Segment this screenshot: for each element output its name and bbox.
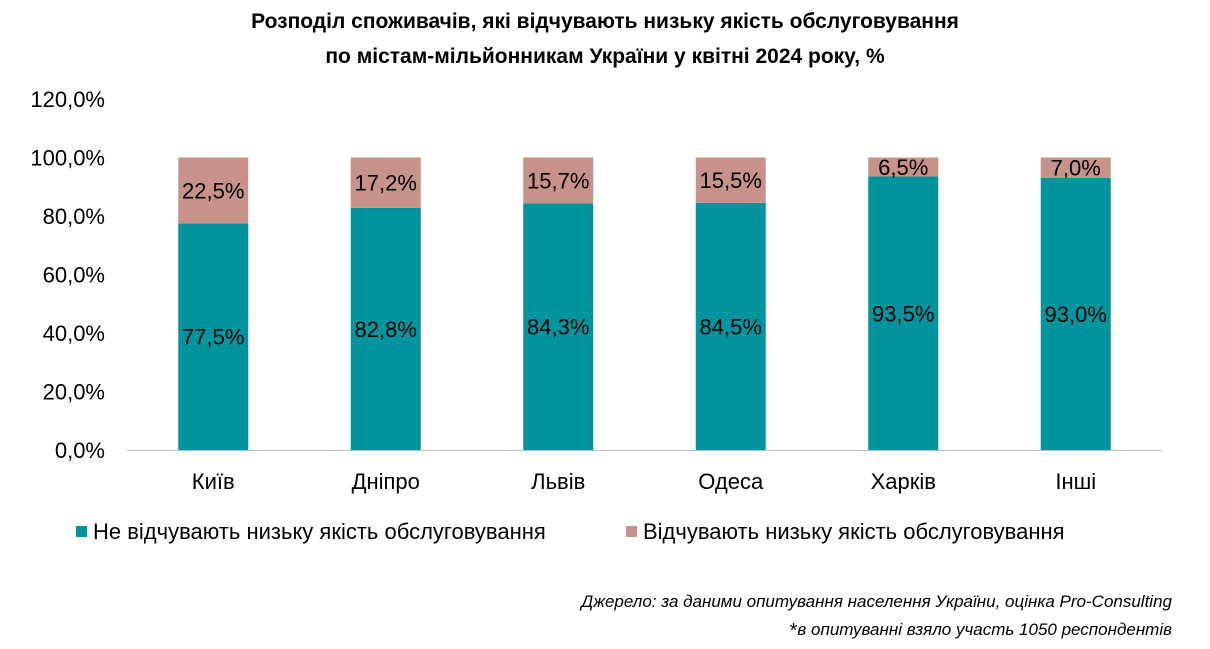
data-label: 6,5% <box>878 155 928 180</box>
data-label: 15,7% <box>527 168 589 193</box>
respondents-note-text: в опитуванні взяло участь 1050 респонден… <box>797 620 1172 639</box>
bar-no-low-quality <box>523 203 594 450</box>
source-note: Джерело: за даними опитування населення … <box>581 592 1172 611</box>
note-star: * <box>789 620 798 642</box>
y-tick-label: 60,0% <box>43 263 105 288</box>
legend-label: Не відчувають низьку якість обслуговуван… <box>93 519 546 544</box>
data-label: 93,5% <box>872 301 934 326</box>
y-tick-label: 40,0% <box>43 321 105 346</box>
bar-no-low-quality <box>695 202 766 450</box>
data-label: 84,5% <box>700 314 762 339</box>
data-labels: 77,5% 22,5% 82,8% 17,2% 84,3% 15,7% 84,5% 15,5%… <box>182 155 1107 350</box>
x-category-label: Харків <box>871 469 936 494</box>
chart-title-line-1: Розподіл споживачів, які відчувають низь… <box>251 10 959 33</box>
x-category-label: Інші <box>1055 469 1096 494</box>
y-axis: 0,0% 20,0% 40,0% 60,0% 80,0% 100,0% 120,0% <box>30 87 105 463</box>
data-label: 15,5% <box>700 168 762 193</box>
respondents-note: *в опитуванні взяло участь 1050 респонде… <box>790 620 1172 643</box>
bar-no-low-quality <box>178 223 249 450</box>
bar-no-low-quality <box>1040 177 1111 450</box>
y-tick-label: 80,0% <box>43 204 105 229</box>
bar-no-low-quality <box>868 176 939 450</box>
data-label: 77,5% <box>182 325 244 350</box>
bars <box>178 157 1111 450</box>
chart-title-line-2: по містам-мільйонникам України у квітні … <box>325 45 885 68</box>
bar-low-quality <box>868 157 939 177</box>
legend-label: Відчувають низьку якість обслуговування <box>643 519 1065 544</box>
data-label: 93,0% <box>1045 302 1107 327</box>
x-category-label: Дніпро <box>352 469 420 494</box>
y-tick-label: 20,0% <box>43 380 105 405</box>
bar-low-quality <box>1040 157 1111 178</box>
x-category-label: Львів <box>531 469 585 494</box>
legend-swatch-low-quality <box>626 526 637 537</box>
bar-low-quality <box>523 157 594 204</box>
chart-title: Розподіл споживачів, які відчувають низь… <box>251 10 959 68</box>
x-category-label: Одеса <box>698 469 764 494</box>
bar-low-quality <box>350 157 421 208</box>
legend-swatch-no-low-quality <box>76 526 87 537</box>
legend: Не відчувають низьку якість обслуговуван… <box>76 519 1065 544</box>
y-tick-label: 100,0% <box>30 146 105 171</box>
data-label: 17,2% <box>355 171 417 196</box>
data-label: 7,0% <box>1051 156 1101 181</box>
x-axis: Київ Дніпро Львів Одеса Харків Інші <box>192 469 1096 494</box>
bar-no-low-quality <box>350 207 421 450</box>
bar-low-quality <box>695 157 766 203</box>
y-tick-label: 0,0% <box>55 438 105 463</box>
bar-low-quality <box>178 157 249 224</box>
x-category-label: Київ <box>192 469 235 494</box>
data-label: 82,8% <box>355 317 417 342</box>
y-tick-label: 120,0% <box>30 87 105 112</box>
data-label: 84,3% <box>527 315 589 340</box>
data-label: 22,5% <box>182 178 244 203</box>
